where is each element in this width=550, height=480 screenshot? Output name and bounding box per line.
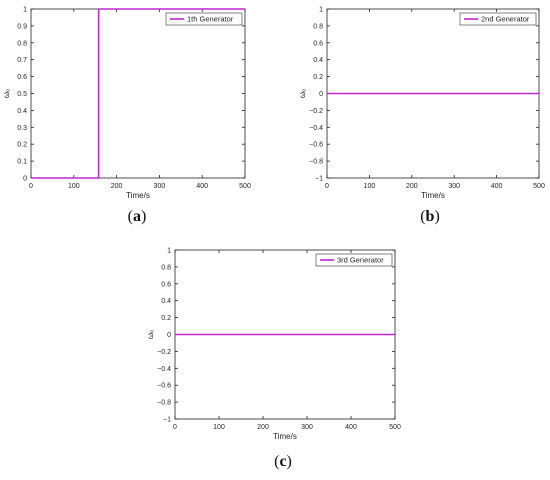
x-tick-label: 200: [406, 183, 418, 190]
x-tick-label: 400: [196, 183, 208, 190]
y-tick-label: 0.1: [17, 159, 27, 166]
x-tick-label: 400: [491, 183, 503, 190]
y-tick-label: 0.2: [313, 74, 323, 81]
x-tick-label: 500: [239, 183, 251, 190]
x-axis-label: Time/s: [421, 191, 445, 200]
chart-panel-b: 0 100 200 300 400 500 −1 −0.8 −0.6 −0.4 −0.2 0 0.2 0.…: [298, 7, 545, 226]
legend-label: 1th Generator: [187, 15, 234, 24]
legend-box: [165, 12, 243, 26]
y-tick-label: 0.8: [161, 264, 171, 271]
legend-box: [315, 253, 393, 267]
x-tick-label: 0: [173, 424, 177, 431]
panel-label: (a): [128, 208, 147, 225]
y-tick-label: 0.9: [17, 23, 27, 30]
x-tick-label: 100: [213, 424, 225, 431]
legend: 1th Generator: [165, 12, 243, 26]
legend: 3rd Generator: [315, 253, 393, 267]
y-tick-label: 1: [23, 7, 27, 14]
y-tick-label: 0.4: [161, 298, 171, 305]
y-tick-label: −1: [163, 417, 171, 424]
chart-panel-a: 0 100 200 300 400 500 0 0.1 0.2 0.3 0.4 0.5 0.6 0.7 0.…: [2, 7, 251, 226]
y-tick-label: −1: [315, 176, 323, 183]
panel-label: (b): [420, 208, 440, 225]
legend-label: 2nd Generator: [481, 15, 530, 24]
y-tick-label: 0.3: [17, 125, 27, 132]
series-line: [31, 8, 245, 179]
x-tick-label: 200: [257, 424, 269, 431]
y-axis-label: ωₒ: [146, 330, 155, 339]
x-tick-label: 400: [345, 424, 357, 431]
y-tick-label: 0.2: [161, 315, 171, 322]
x-tick-label: 100: [364, 183, 376, 190]
y-tick-label: 0.6: [313, 40, 323, 47]
y-tick-label: 0.6: [17, 74, 27, 81]
y-tick-label: −0.4: [309, 125, 323, 132]
x-tick-label: 0: [29, 183, 33, 190]
y-tick-label: −0.4: [157, 366, 171, 373]
y-tick-label: 0.4: [17, 108, 27, 115]
y-tick-label: 0.6: [161, 281, 171, 288]
y-tick-label: 0.8: [17, 40, 27, 47]
y-tick-label: 0.5: [17, 91, 27, 98]
y-tick-label: 0: [319, 91, 323, 98]
x-tick-label: 300: [448, 183, 460, 190]
y-tick-label: 0.7: [17, 57, 27, 64]
y-tick-label: 0: [23, 176, 27, 183]
x-axis-label: Time/s: [273, 432, 297, 441]
y-tick-label: −0.6: [157, 383, 171, 390]
y-tick-label: −0.8: [309, 159, 323, 166]
y-axis-label: ωₒ: [298, 89, 307, 98]
plot-area: [30, 8, 246, 179]
y-tick-label: 1: [319, 7, 323, 14]
x-tick-label: 500: [533, 183, 545, 190]
y-tick-label: 0: [167, 332, 171, 339]
y-tick-label: −0.2: [309, 108, 323, 115]
y-tick-label: −0.8: [157, 400, 171, 407]
x-tick-label: 300: [154, 183, 166, 190]
legend: 2nd Generator: [459, 12, 537, 26]
x-axis-label: Time/s: [126, 191, 150, 200]
y-tick-label: 1: [167, 248, 171, 255]
y-tick-label: 0.4: [313, 57, 323, 64]
y-axis-label: ωₒ: [2, 89, 11, 98]
y-tick-label: 0.8: [313, 23, 323, 30]
chart-panel-c: 0 100 200 300 400 500 −1 −0.8 −0.6 −0.4 −0.2 0 0.2 0.…: [146, 248, 401, 471]
legend-box: [459, 12, 537, 26]
x-tick-label: 0: [325, 183, 329, 190]
y-tick-label: −0.6: [309, 142, 323, 149]
x-tick-label: 200: [111, 183, 123, 190]
panel-label: (c): [274, 453, 292, 470]
x-tick-label: 300: [301, 424, 313, 431]
y-tick-label: −0.2: [157, 349, 171, 356]
x-tick-label: 100: [68, 183, 80, 190]
legend-label: 3rd Generator: [337, 256, 384, 265]
y-tick-label: 0.2: [17, 142, 27, 149]
x-tick-label: 500: [389, 424, 401, 431]
